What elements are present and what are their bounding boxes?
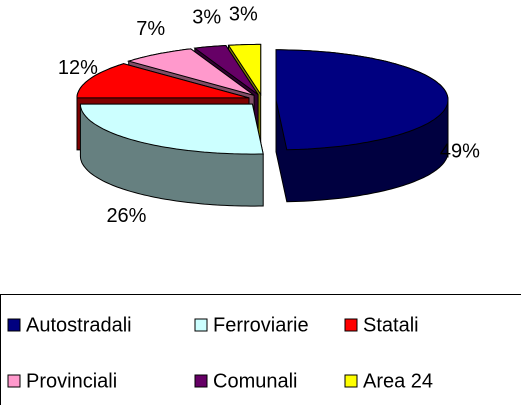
legend-swatch [344, 318, 358, 332]
legend-label: Ferroviarie [213, 314, 309, 336]
slice-top [79, 103, 264, 155]
value-label: 7% [136, 18, 165, 40]
value-label: 3% [229, 4, 258, 26]
value-label: 49% [440, 141, 480, 163]
slice-top [275, 49, 449, 151]
legend-swatch [344, 374, 358, 388]
slice-top [76, 63, 250, 99]
legend-swatch [7, 318, 21, 332]
legend-swatch [7, 374, 21, 388]
slice-top [227, 43, 262, 97]
legend-swatch [194, 318, 208, 332]
slice-top [126, 48, 255, 96]
value-label: 26% [106, 205, 146, 227]
legend-label: Area 24 [363, 370, 433, 392]
legend-label: Statali [363, 314, 419, 336]
legend-label: Autostradali [26, 314, 132, 336]
legend-label: Comunali [213, 370, 297, 392]
legend-swatch [194, 374, 208, 388]
legend-label: Provinciali [26, 370, 117, 392]
slice-top [193, 44, 259, 96]
value-label: 12% [58, 57, 98, 79]
legend-box [0, 294, 521, 405]
value-label: 3% [192, 7, 221, 29]
